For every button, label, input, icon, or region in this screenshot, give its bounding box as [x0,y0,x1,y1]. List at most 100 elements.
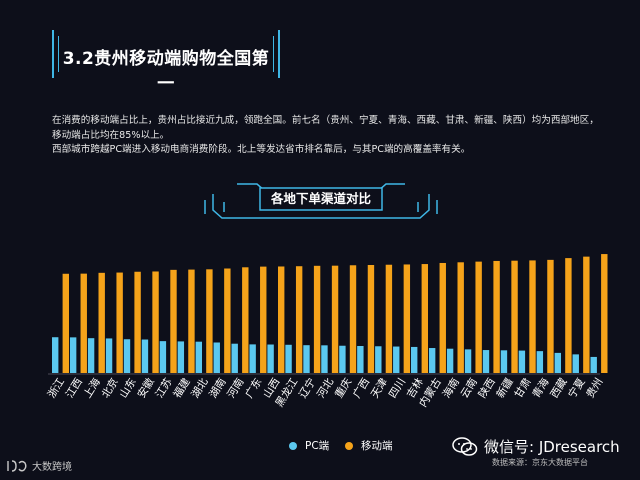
legend-item-pc: PC端 [289,438,329,453]
bar-pc-8 [195,341,202,373]
bar-pc-17 [357,346,364,373]
bar-mobile-12 [278,266,285,373]
chart-title-frame [204,183,438,219]
bar-mobile-24 [493,260,500,373]
description-line-2: 移动端占比均在85%以上。 [52,129,170,141]
legend-label-mobile: 移动端 [361,440,393,452]
bar-mobile-20 [421,264,428,373]
bar-mobile-13 [295,266,303,373]
bar-pc-7 [177,341,185,373]
bar-mobile-14 [313,265,321,373]
bar-mobile-22 [457,262,464,373]
x-tick-label-4: 山东 [117,376,139,401]
bar-mobile-10 [242,267,249,373]
bar-mobile-21 [439,262,446,373]
x-tick-label-30: 贵州 [583,376,605,401]
chart-legend: PC端 移动端 [0,438,640,454]
bar-pc-9 [213,342,220,373]
brand-name: 大数跨境 [32,462,72,473]
legend-swatch-mobile [345,441,353,450]
x-tick-label-27: 青海 [530,375,552,400]
bar-pc-28 [554,352,561,373]
bar-mobile-17 [367,265,375,373]
bar-mobile-1 [80,273,87,373]
bar-pc-23 [464,349,472,373]
bar-pc-21 [428,348,436,373]
bar-pc-27 [536,351,544,373]
bar-pc-16 [339,345,346,373]
x-tick-label-23: 云南 [458,376,480,401]
x-tick-label-26: 甘肃 [512,376,534,401]
bar-pc-10 [231,343,238,373]
bar-pc-14 [303,345,310,373]
bar-mobile-6 [170,269,177,373]
x-tick-label-11: 广东 [242,376,264,401]
bar-mobile-29 [583,256,590,373]
x-tick-label-28: 西藏 [548,376,570,401]
bar-mobile-25 [511,260,518,373]
bar-mobile-28 [565,258,572,373]
bar-pc-24 [482,350,490,373]
bar-mobile-19 [403,264,411,373]
legend-item-mobile: 移动端 [345,438,393,453]
bar-mobile-3 [116,272,123,373]
wechat-icon [452,436,478,456]
slide-title-frame: 3.2贵州移动端购物全国第一 [52,30,280,94]
data-source: 数据来源：京东大数据平台 [492,458,588,467]
bar-pc-1 [69,337,77,373]
bar-mobile-7 [188,269,195,373]
bar-pc-19 [393,346,400,373]
x-tick-label-3: 北京 [99,376,121,401]
brand-logo-icon [7,459,27,472]
chart-title: 各地下单渠道对比 [270,191,372,206]
description-line-3: 西部城市跨越PC端进入移动电商消费阶段。北上等发达省市排名靠后，与其PC端的高覆… [52,144,471,155]
x-tick-label-7: 福建 [171,375,193,400]
bar-pc-2 [87,338,95,373]
bar-pc-22 [446,348,454,373]
x-tick-label-18: 天津 [369,376,391,401]
x-tick-labels: 浙江江西上海北京山东安徽江苏福建湖北湖南河南广东山西黑龙江辽宁河北重庆广西天津四… [46,375,606,409]
description: 在消费的移动端占比上，贵州占比接近九成，领跑全国。前七名（贵州、宁夏、青海、西藏… [52,114,612,158]
x-tick-label-10: 河南 [224,376,246,401]
slide-title: 3.2贵州移动端购物全国第一 [62,49,270,94]
x-tick-label-25: 新疆 [494,375,516,400]
brand-watermark: 大数跨境 [6,458,72,473]
description-line-1: 在消费的移动端占比上，贵州占比接近九成，领跑全国。前七名（贵州、宁夏、青海、西藏… [52,115,599,126]
x-tick-label-1: 江西 [64,376,85,400]
x-tick-label-19: 四川 [387,376,408,400]
bar-mobile-30 [601,254,608,373]
bar-pc-29 [572,354,579,373]
bar-mobile-16 [349,265,357,373]
bar-pc-26 [518,350,526,373]
bar-mobile-8 [206,269,213,373]
bar-pc-15 [321,345,328,373]
x-tick-label-16: 重庆 [332,375,354,400]
bar-pc-12 [267,344,274,373]
bar-mobile-9 [224,268,231,373]
bar-mobile-15 [331,265,339,373]
bar-mobile-2 [98,272,105,373]
bar-mobile-18 [385,264,393,373]
x-tick-label-29: 宁夏 [565,375,587,400]
bar-mobile-26 [529,260,536,373]
bar-pc-20 [411,346,418,373]
bar-pc-4 [123,339,131,373]
wechat-account: 微信号: JDresearch [452,436,620,457]
bar-pc-6 [159,341,167,373]
bar-mobile-4 [134,271,141,373]
bar-mobile-5 [152,271,159,373]
bar-pc-18 [375,346,382,373]
x-tick-label-5: 安徽 [135,375,157,400]
x-tick-label-22: 海南 [440,376,462,401]
bar-pc-5 [141,339,149,373]
bars-group [52,254,608,373]
x-tick-label-14: 辽宁 [296,376,318,401]
x-tick-label-6: 江苏 [153,376,175,401]
x-tick-label-0: 浙江 [46,376,68,401]
bar-mobile-11 [260,266,267,373]
bar-pc-13 [285,344,292,373]
x-tick-label-2: 上海 [81,375,103,400]
x-tick-label-15: 河北 [315,376,337,401]
x-tick-label-8: 湖北 [189,376,211,401]
